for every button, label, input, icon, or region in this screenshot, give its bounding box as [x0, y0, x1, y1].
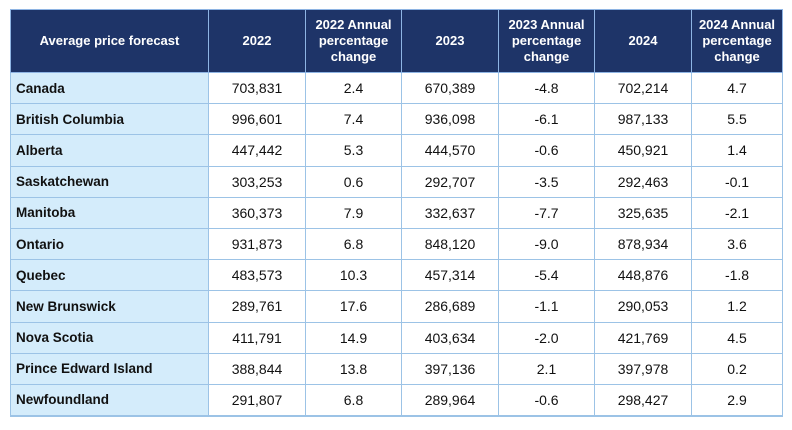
- change-2022-cell: 7.4: [305, 103, 402, 136]
- price-2022-cell: 388,844: [208, 352, 306, 385]
- price-2023-cell: 332,637: [401, 196, 499, 229]
- change-2024-cell: 0.2: [691, 352, 783, 385]
- price-2024-cell: 450,921: [594, 134, 692, 167]
- change-2022-cell: 6.8: [305, 227, 402, 261]
- price-forecast-table-container: Average price forecast 2022 2022 Annual …: [10, 9, 783, 417]
- region-cell: Nova Scotia: [10, 321, 209, 354]
- price-2024-cell: 292,463: [594, 165, 692, 198]
- change-2023-cell: -2.0: [498, 321, 595, 354]
- region-cell: Quebec: [10, 259, 209, 292]
- change-2024-cell: 4.5: [691, 321, 783, 354]
- price-2024-cell: 290,053: [594, 290, 692, 323]
- price-2022-cell: 411,791: [208, 321, 306, 354]
- price-2024-cell: 702,214: [594, 71, 692, 105]
- table-row: Quebec 483,573 10.3 457,314 -5.4 448,876…: [10, 259, 783, 292]
- table-row: Alberta 447,442 5.3 444,570 -0.6 450,921…: [10, 134, 783, 167]
- price-2024-cell: 397,978: [594, 352, 692, 385]
- table-row: New Brunswick 289,761 17.6 286,689 -1.1 …: [10, 290, 783, 323]
- price-2023-cell: 292,707: [401, 165, 499, 198]
- header-2024-change: 2024 Annual percentage change: [691, 9, 783, 73]
- change-2022-cell: 7.9: [305, 196, 402, 229]
- price-2023-cell: 670,389: [401, 71, 499, 105]
- change-2024-cell: -0.1: [691, 165, 783, 198]
- price-2022-cell: 291,807: [208, 383, 306, 417]
- change-2023-cell: -4.8: [498, 71, 595, 105]
- change-2024-cell: 5.5: [691, 103, 783, 136]
- header-2023: 2023: [401, 9, 499, 73]
- region-cell: Ontario: [10, 227, 209, 261]
- price-2023-cell: 936,098: [401, 103, 499, 136]
- header-row: Average price forecast 2022 2022 Annual …: [10, 9, 783, 73]
- change-2022-cell: 5.3: [305, 134, 402, 167]
- table-row: Prince Edward Island 388,844 13.8 397,13…: [10, 352, 783, 385]
- price-2022-cell: 931,873: [208, 227, 306, 261]
- table-row: Canada 703,831 2.4 670,389 -4.8 702,214 …: [10, 71, 783, 105]
- price-2023-cell: 403,634: [401, 321, 499, 354]
- price-2022-cell: 703,831: [208, 71, 306, 105]
- header-2024: 2024: [594, 9, 692, 73]
- change-2023-cell: -6.1: [498, 103, 595, 136]
- price-2023-cell: 457,314: [401, 259, 499, 292]
- change-2024-cell: -2.1: [691, 196, 783, 229]
- price-forecast-table: Average price forecast 2022 2022 Annual …: [10, 9, 783, 417]
- change-2022-cell: 14.9: [305, 321, 402, 354]
- change-2022-cell: 2.4: [305, 71, 402, 105]
- region-cell: Alberta: [10, 134, 209, 167]
- price-2022-cell: 447,442: [208, 134, 306, 167]
- change-2022-cell: 10.3: [305, 259, 402, 292]
- change-2022-cell: 13.8: [305, 352, 402, 385]
- table-row: Manitoba 360,373 7.9 332,637 -7.7 325,63…: [10, 196, 783, 229]
- change-2022-cell: 17.6: [305, 290, 402, 323]
- price-2024-cell: 298,427: [594, 383, 692, 417]
- table-row: Newfoundland 291,807 6.8 289,964 -0.6 29…: [10, 383, 783, 417]
- price-2024-cell: 448,876: [594, 259, 692, 292]
- change-2024-cell: 3.6: [691, 227, 783, 261]
- price-2024-cell: 421,769: [594, 321, 692, 354]
- change-2023-cell: -1.1: [498, 290, 595, 323]
- price-2024-cell: 325,635: [594, 196, 692, 229]
- table-row: Nova Scotia 411,791 14.9 403,634 -2.0 42…: [10, 321, 783, 354]
- price-2023-cell: 444,570: [401, 134, 499, 167]
- region-cell: British Columbia: [10, 103, 209, 136]
- price-2022-cell: 289,761: [208, 290, 306, 323]
- price-2023-cell: 286,689: [401, 290, 499, 323]
- price-2023-cell: 848,120: [401, 227, 499, 261]
- change-2023-cell: -7.7: [498, 196, 595, 229]
- region-cell: Canada: [10, 71, 209, 105]
- header-region: Average price forecast: [10, 9, 209, 73]
- table-row: Saskatchewan 303,253 0.6 292,707 -3.5 29…: [10, 165, 783, 198]
- header-2022: 2022: [208, 9, 306, 73]
- table-body: Canada 703,831 2.4 670,389 -4.8 702,214 …: [10, 71, 783, 417]
- change-2024-cell: -1.8: [691, 259, 783, 292]
- change-2022-cell: 6.8: [305, 383, 402, 417]
- header-2023-change: 2023 Annual percentage change: [498, 9, 595, 73]
- change-2023-cell: -5.4: [498, 259, 595, 292]
- price-2022-cell: 360,373: [208, 196, 306, 229]
- price-2024-cell: 878,934: [594, 227, 692, 261]
- region-cell: Newfoundland: [10, 383, 209, 417]
- price-2023-cell: 289,964: [401, 383, 499, 417]
- price-2022-cell: 483,573: [208, 259, 306, 292]
- region-cell: Manitoba: [10, 196, 209, 229]
- change-2024-cell: 4.7: [691, 71, 783, 105]
- table-row: Ontario 931,873 6.8 848,120 -9.0 878,934…: [10, 227, 783, 261]
- price-2022-cell: 996,601: [208, 103, 306, 136]
- change-2023-cell: -3.5: [498, 165, 595, 198]
- region-cell: New Brunswick: [10, 290, 209, 323]
- change-2023-cell: -9.0: [498, 227, 595, 261]
- change-2023-cell: 2.1: [498, 352, 595, 385]
- change-2024-cell: 1.4: [691, 134, 783, 167]
- price-2023-cell: 397,136: [401, 352, 499, 385]
- price-2022-cell: 303,253: [208, 165, 306, 198]
- table-row: British Columbia 996,601 7.4 936,098 -6.…: [10, 103, 783, 136]
- change-2023-cell: -0.6: [498, 134, 595, 167]
- price-2024-cell: 987,133: [594, 103, 692, 136]
- region-cell: Prince Edward Island: [10, 352, 209, 385]
- change-2024-cell: 2.9: [691, 383, 783, 417]
- region-cell: Saskatchewan: [10, 165, 209, 198]
- change-2022-cell: 0.6: [305, 165, 402, 198]
- header-2022-change: 2022 Annual percentage change: [305, 9, 402, 73]
- change-2024-cell: 1.2: [691, 290, 783, 323]
- change-2023-cell: -0.6: [498, 383, 595, 417]
